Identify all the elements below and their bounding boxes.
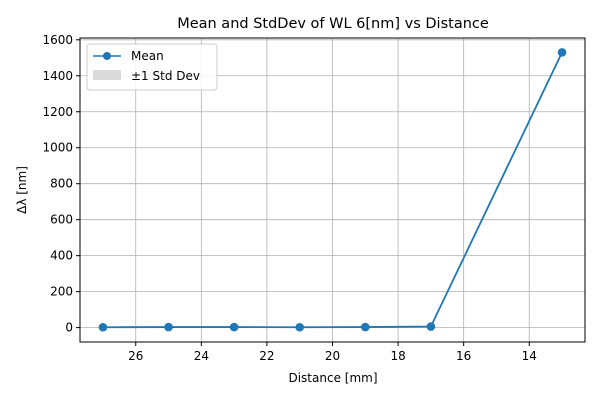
y-tick-label: 200 [50, 285, 73, 299]
y-tick-label: 800 [50, 177, 73, 191]
y-tick-label: 400 [50, 249, 73, 263]
mean-point [164, 322, 173, 332]
x-tick-label: 24 [194, 349, 209, 363]
y-tick-label: 1600 [42, 33, 73, 47]
chart-title: Mean and StdDev of WL 6[nm] vs Distance [177, 16, 489, 32]
y-axis-ticks: 0 200 400 600 800 1000 1200 1400 1600 [42, 33, 80, 335]
y-tick-label: 1200 [42, 105, 73, 119]
y-tick-label: 0 [65, 321, 73, 335]
y-axis-label: Δλ [nm] [15, 166, 29, 214]
mean-point [229, 322, 239, 332]
series-layer [98, 48, 567, 332]
x-axis-label: Distance [mm] [288, 371, 377, 385]
legend-mean-marker [103, 52, 111, 60]
mean-point [295, 322, 305, 332]
legend: Mean ±1 Std Dev [86, 43, 218, 91]
x-tick-label: 22 [259, 349, 274, 363]
mean-point [557, 48, 567, 57]
mean-point [98, 322, 108, 332]
y-tick-label: 1400 [42, 69, 73, 83]
x-axis-ticks: 26 24 22 20 18 16 14 [128, 342, 537, 363]
x-tick-label: 14 [522, 349, 537, 363]
y-tick-label: 1000 [42, 141, 73, 155]
x-tick-label: 26 [128, 349, 143, 363]
legend-mean-label: Mean [131, 49, 164, 63]
x-tick-label: 16 [456, 349, 471, 363]
legend-std-swatch [93, 70, 121, 80]
x-tick-label: 18 [390, 349, 405, 363]
x-tick-label: 20 [325, 349, 340, 363]
legend-std-label: ±1 Std Dev [131, 69, 200, 83]
mean-point [426, 322, 436, 331]
y-tick-label: 600 [50, 213, 73, 227]
mean-point [360, 322, 370, 332]
